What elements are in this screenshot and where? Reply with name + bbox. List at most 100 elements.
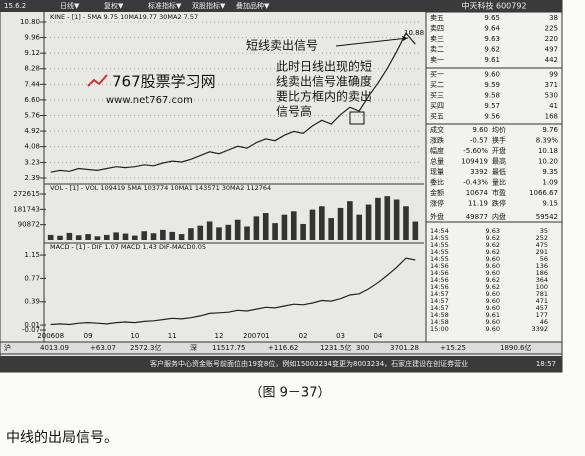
bar [244,226,250,240]
order-cell: 225 [545,25,558,33]
bar [150,233,157,240]
order-cell: 卖三 [430,35,444,43]
order-cell: 9.59 [484,81,500,89]
note-line: 线卖出信号准确度 [276,74,372,89]
tick-cell: 471 [536,297,548,305]
stat-cell: 均价 [492,125,506,134]
bar [412,221,419,240]
line [50,32,416,173]
y-tick-label: 6.60 [24,96,40,104]
tick-cell: 3392 [531,325,548,333]
stat-cell: 9.76 [542,126,558,134]
order-cell: 买四 [430,102,444,110]
x-tick-label: 04 [373,332,382,340]
x-tick-label: 10 [130,332,139,340]
tick-cell: 9.60 [486,325,500,333]
status-item: 300 [356,344,369,352]
stat-cell: 8.39% [536,137,559,145]
tick-cell: 35 [540,227,548,235]
tick-cell: 9.62 [486,234,500,242]
tick-cell: 9.60 [486,297,500,305]
stat-cell: -0.57 [470,137,488,145]
watermark-title: 767股票学习网 [112,73,216,91]
status-item: 1231.5亿 [320,343,352,352]
stat-cell: 外盘 [430,212,444,221]
status-item: 4013.09 [40,344,69,352]
order-cell: 9.56 [484,113,500,121]
y-tick-label: 0.01 [24,321,40,329]
panel-title: KINE - [1] - 5MA 9.75 10MA19.77 30MA2 7.… [50,13,198,21]
order-cell: 220 [545,35,558,43]
stat-cell: 成交 [430,125,444,134]
stat-cell: 内盘 [492,212,506,221]
y-tick-label: 4.08 [24,143,40,151]
tick-cell: 177 [536,311,548,319]
bar [375,197,381,240]
order-cell: 41 [549,102,558,110]
order-cell: 9.65 [484,14,500,22]
tick-cell: 14:58 [430,318,449,326]
signal-label: 短线卖出信号 [246,39,318,53]
bar [169,231,176,240]
status-item: +116.62 [268,344,298,352]
y-tick-label: 181743 [13,205,40,213]
stock-name: 中天科技 600792 [461,1,526,11]
order-cell: 442 [545,56,558,64]
bar [225,224,232,240]
y-tick-label: 2.39 [24,174,40,182]
bar [94,236,101,240]
stat-cell: 涨停 [430,199,444,208]
y-tick-label: 9.12 [24,49,40,57]
logo [87,74,108,87]
x-tick-label: 02 [299,332,308,340]
stat-cell: 量比 [492,178,506,187]
y-tick-label: 5.76 [24,111,40,119]
menu-item: 标准指标▼ [148,1,182,10]
bar [141,231,147,240]
bar [122,233,129,240]
tick-cell: 9.60 [486,318,500,326]
bar [403,206,409,240]
tick-cell: 136 [536,262,548,270]
order-cell: 买一 [430,71,444,79]
order-cell: 168 [545,113,558,121]
panel-title: VOL - [1] - VOL 109419 5MA 103774 10MA1 … [50,184,271,192]
order-cell: 9.64 [484,25,500,33]
stat-cell: 市盈 [492,188,506,197]
message: 客户服务中心资金账号前面位由19变8位，例如15003234变更为8003234… [150,359,468,368]
stat-cell: 委比 [430,178,444,187]
stat-cell: 10.20 [538,158,558,166]
order-cell: 卖五 [430,14,444,22]
tick-cell: 15:00 [430,325,449,333]
message-bar [0,356,562,372]
tick-cell: 14:55 [430,255,449,263]
bar [365,204,372,240]
order-cell: 卖四 [430,25,444,33]
stat-cell: 109419 [461,158,488,166]
panel-title: MACD - [1] - DIF 1.07 MACD 1.43 DIF-MACD… [50,243,206,251]
order-cell: 买五 [430,113,444,121]
stat-cell: 开盘 [492,146,506,155]
status-item: 2572.3亿 [130,343,162,352]
bar [347,201,353,240]
stat-cell: 现量 [430,168,444,176]
bar [132,235,138,240]
stat-cell: 59542 [536,213,558,221]
order-cell: 9.58 [484,92,500,100]
bar [309,209,316,240]
bar [47,234,54,240]
bar [337,207,344,240]
bar [300,223,306,240]
y-tick-label: 1.15 [24,251,40,259]
x-tick-label: 09 [84,332,93,340]
x-tick-label: 200701 [243,332,270,340]
stat-cell: 9.15 [542,200,558,208]
bar [178,234,185,240]
bar [384,196,391,240]
status-item: 深 [190,343,197,352]
order-cell: 9.60 [484,71,500,79]
stat-cell: 3392 [470,168,488,176]
stat-cell: 最高 [492,157,506,166]
bar [113,232,119,240]
status-bar [0,341,563,355]
